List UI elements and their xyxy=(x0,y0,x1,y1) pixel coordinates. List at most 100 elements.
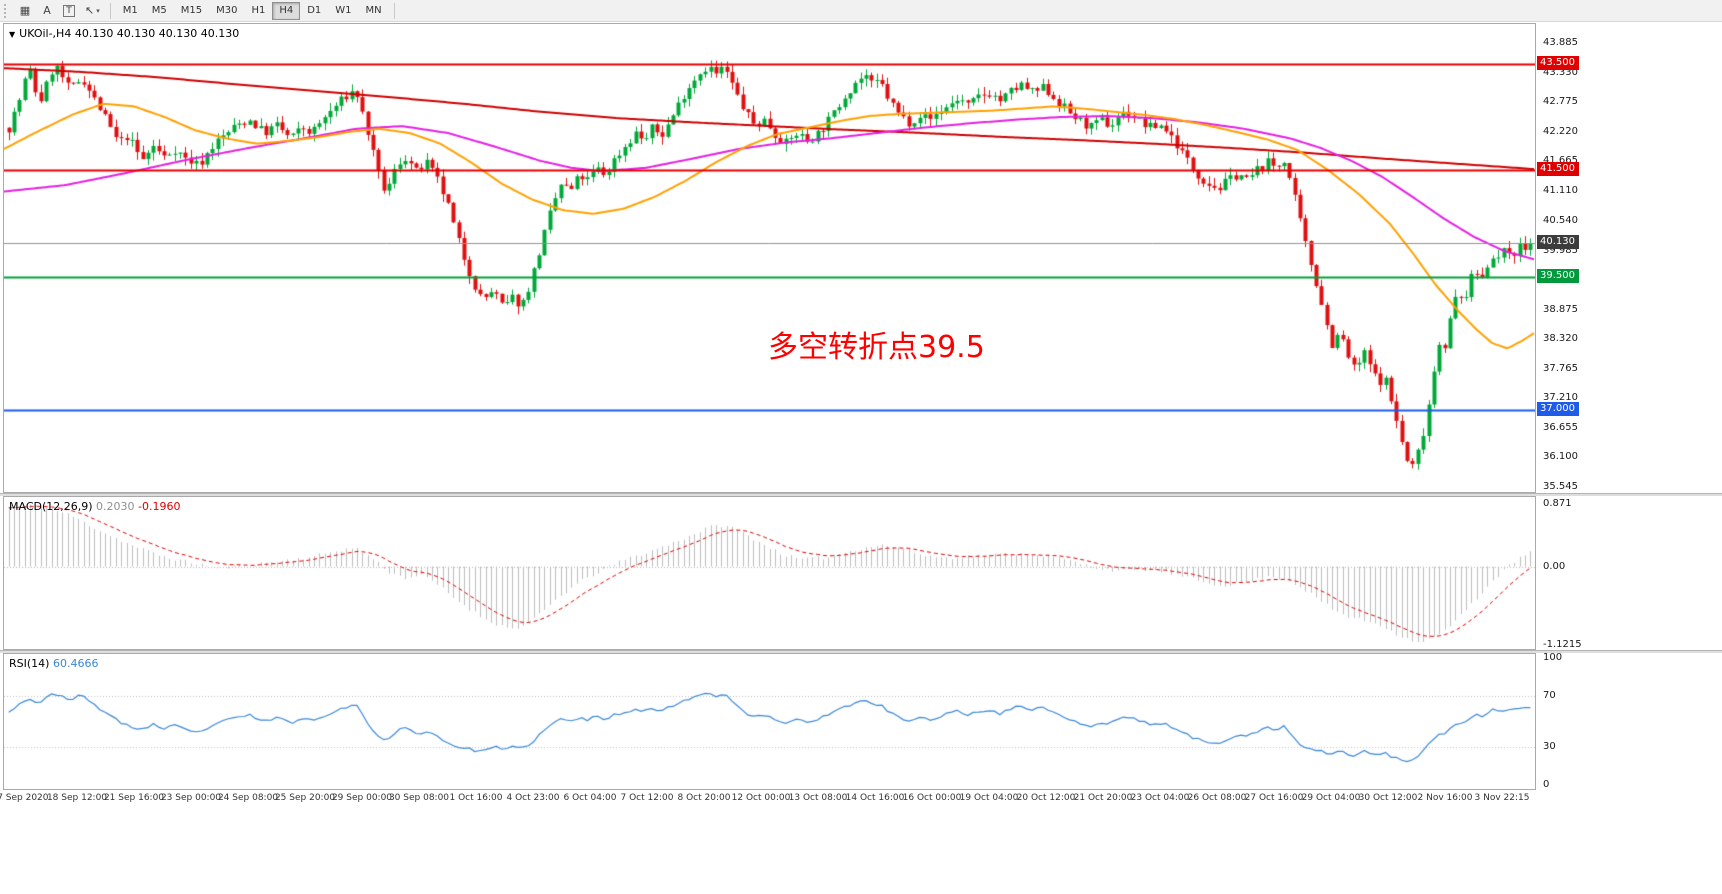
chart-annotation-text: 多空转折点39.5 xyxy=(768,330,985,365)
time-tick-label: 18 Sep 12:00 xyxy=(46,793,108,803)
macd-axis[interactable]: 0.871 0.00 -1.1215 xyxy=(1536,496,1722,650)
timeframe-button-mn[interactable]: MN xyxy=(359,2,389,20)
price-tick-label: 40.540 xyxy=(1543,215,1578,227)
timeframe-toolbar: M1 M5 M15 M30 H1 H4 D1 W1 MN xyxy=(116,1,389,20)
macd-canvas[interactable] xyxy=(4,497,1535,649)
time-tick-label: 6 Oct 04:00 xyxy=(563,793,617,803)
timeframe-button-m30[interactable]: M30 xyxy=(209,2,244,20)
time-tick-label: 20 Oct 12:00 xyxy=(1016,793,1076,803)
price-tick-label: 42.775 xyxy=(1543,96,1578,108)
panel-separator[interactable] xyxy=(0,493,1722,496)
chevron-down-icon: ▾ xyxy=(96,6,100,15)
price-tick-label: 37.210 xyxy=(1543,392,1578,404)
price-tick-label: 43.330 xyxy=(1543,66,1578,78)
toolbar-separator xyxy=(109,2,111,19)
price-badge-43.500: 43.500 xyxy=(1537,55,1579,70)
price-tick-label: 38.875 xyxy=(1543,303,1578,315)
expander-triangle-icon[interactable]: ▼ xyxy=(9,30,16,39)
price-tick-label: 38.320 xyxy=(1543,333,1578,345)
macd-label: MACD(12,26,9) 0.2030 -0.1960 xyxy=(9,500,181,513)
macd-tick-label: 0.871 xyxy=(1543,498,1572,510)
macd-main-value: 0.2030 xyxy=(96,500,135,513)
rsi-tick-label: 30 xyxy=(1543,741,1556,753)
timeframe-button-m1[interactable]: M1 xyxy=(116,2,145,20)
toolbar-separator xyxy=(393,2,395,19)
time-tick-label: 4 Oct 23:00 xyxy=(506,793,560,803)
price-badge-37.000: 37.000 xyxy=(1537,401,1579,416)
time-tick-label: 1 Oct 16:00 xyxy=(449,793,503,803)
price-tick-label: 42.220 xyxy=(1543,125,1578,137)
chart-grid-button[interactable]: ▦ xyxy=(15,2,35,20)
macd-signal-value: -0.1960 xyxy=(138,500,181,513)
time-tick-label: 21 Sep 16:00 xyxy=(103,793,165,803)
timeframe-button-h4[interactable]: H4 xyxy=(272,1,301,20)
time-tick-label: 3 Nov 22:15 xyxy=(1474,793,1530,803)
time-tick-label: 7 Oct 12:00 xyxy=(620,793,674,803)
price-chart-canvas[interactable] xyxy=(4,24,1535,492)
text-box-button[interactable]: T xyxy=(59,2,79,20)
time-tick-label: 26 Oct 08:00 xyxy=(1187,793,1247,803)
price-badge-41.500: 41.500 xyxy=(1537,162,1579,177)
toolbar-grip[interactable] xyxy=(4,3,10,18)
symbol-ohlc-text: UKOil-,H4 40.130 40.130 40.130 40.130 xyxy=(19,27,240,40)
price-tick-label: 36.100 xyxy=(1543,451,1578,463)
price-axis[interactable]: 43.885 43.330 42.775 42.220 41.665 41.110 40.5… xyxy=(1536,23,1722,493)
price-badge-39.500: 39.500 xyxy=(1537,268,1579,283)
cursor-mode-button[interactable]: ↖ ▾ xyxy=(81,2,104,20)
price-badge-40.130: 40.130 xyxy=(1537,235,1579,250)
price-tick-label: 41.110 xyxy=(1543,184,1578,196)
rsi-value: 60.4666 xyxy=(52,657,99,670)
rsi-panel: RSI(14) 60.4666 xyxy=(3,653,1536,790)
timeframe-button-h1[interactable]: H1 xyxy=(244,2,272,20)
time-tick-label: 21 Oct 20:00 xyxy=(1073,793,1133,803)
price-tick-label: 37.765 xyxy=(1543,362,1578,374)
time-tick-label: 27 Oct 16:00 xyxy=(1244,793,1304,803)
price-tick-label: 36.655 xyxy=(1543,421,1578,433)
rsi-name: RSI(14) xyxy=(9,657,50,670)
price-tick-label: 43.885 xyxy=(1543,37,1578,49)
rsi-label: RSI(14) 60.4666 xyxy=(9,657,98,670)
time-tick-label: 12 Oct 00:00 xyxy=(731,793,791,803)
price-tick-label: 41.665 xyxy=(1543,155,1578,167)
time-tick-label: 13 Oct 08:00 xyxy=(788,793,848,803)
time-tick-label: 24 Sep 08:00 xyxy=(217,793,279,803)
macd-tick-label: 0.00 xyxy=(1543,560,1566,572)
time-tick-label: 16 Oct 00:00 xyxy=(902,793,962,803)
price-tick-label: 35.545 xyxy=(1543,480,1578,492)
rsi-tick-label: 0 xyxy=(1543,779,1550,790)
time-tick-label: 17 Sep 2020 xyxy=(0,793,49,803)
price-tick-label: 39.985 xyxy=(1543,244,1578,256)
chart-grid-icon: ▦ xyxy=(19,4,31,17)
rsi-axis[interactable]: 100 70 30 0 xyxy=(1536,653,1722,790)
timeframe-button-m15[interactable]: M15 xyxy=(174,2,209,20)
timeframe-button-d1[interactable]: D1 xyxy=(300,2,328,20)
macd-tick-label: -1.1215 xyxy=(1543,639,1582,650)
letter-a-icon: A xyxy=(43,4,51,17)
time-tick-label: 23 Sep 00:00 xyxy=(160,793,222,803)
time-tick-label: 2 Nov 16:00 xyxy=(1417,793,1473,803)
time-tick-label: 30 Oct 12:00 xyxy=(1358,793,1418,803)
timeframe-button-w1[interactable]: W1 xyxy=(328,2,358,20)
time-tick-label: 29 Oct 04:00 xyxy=(1301,793,1361,803)
symbol-ohlc-line: ▼ UKOil-,H4 40.130 40.130 40.130 40.130 xyxy=(9,27,239,40)
time-tick-label: 23 Oct 04:00 xyxy=(1130,793,1190,803)
text-frame-icon: T xyxy=(63,4,75,17)
panel-separator[interactable] xyxy=(0,650,1722,653)
rsi-tick-label: 100 xyxy=(1543,652,1563,663)
time-tick-label: 29 Sep 00:00 xyxy=(331,793,393,803)
rsi-canvas[interactable] xyxy=(4,654,1535,789)
time-tick-label: 8 Oct 20:00 xyxy=(677,793,731,803)
timeframe-button-m5[interactable]: M5 xyxy=(145,2,174,20)
time-tick-label: 14 Oct 16:00 xyxy=(845,793,905,803)
time-tick-label: 25 Sep 20:00 xyxy=(274,793,336,803)
cursor-icon: ↖ xyxy=(85,4,95,17)
rsi-tick-label: 70 xyxy=(1543,689,1556,701)
macd-name: MACD(12,26,9) xyxy=(9,500,93,513)
macd-panel: MACD(12,26,9) 0.2030 -0.1960 xyxy=(3,496,1536,650)
top-toolbar: ▦ A T ↖ ▾ M1 M5 M15 M30 H1 H4 D1 W1 MN xyxy=(0,0,1722,22)
time-tick-label: 30 Sep 08:00 xyxy=(388,793,450,803)
price-panel: ▼ UKOil-,H4 40.130 40.130 40.130 40.130 多… xyxy=(3,23,1536,493)
text-label-button[interactable]: A xyxy=(37,2,57,20)
